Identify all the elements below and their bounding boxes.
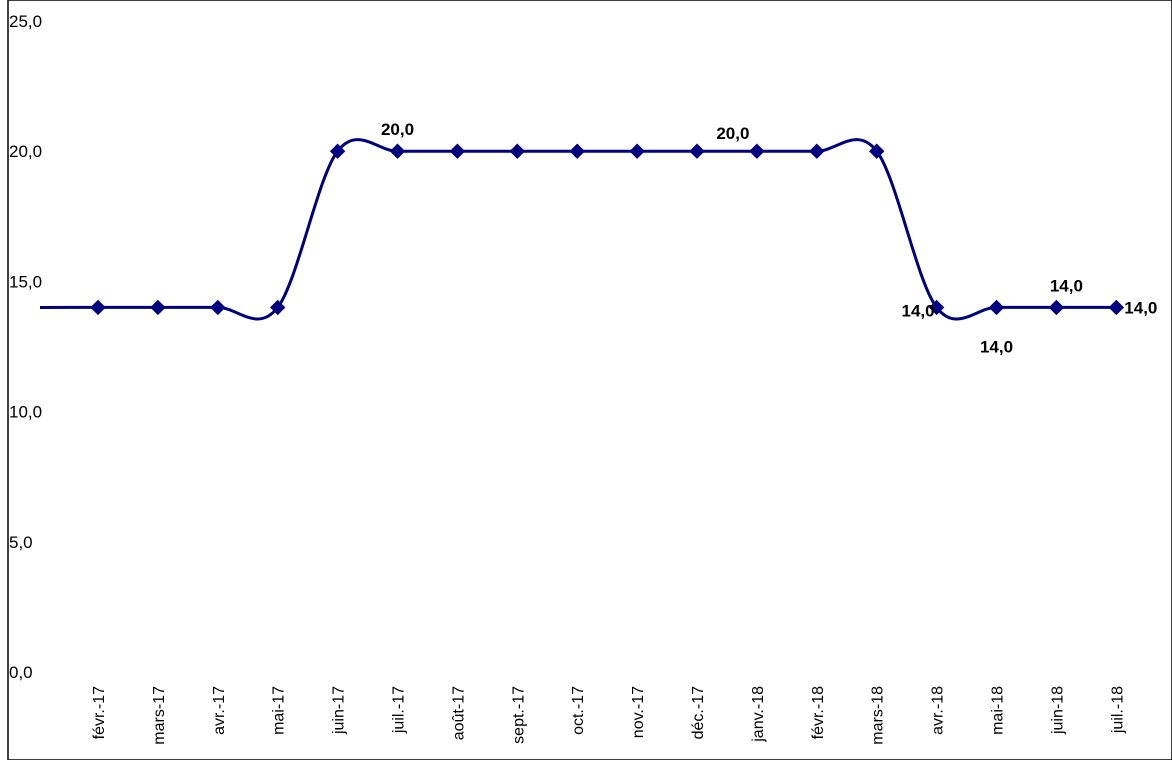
x-tick-label: juin-17 <box>331 686 348 735</box>
data-point-marker <box>90 299 106 316</box>
data-point-marker <box>449 143 466 159</box>
x-tick-label: mai-17 <box>271 686 288 735</box>
data-point-marker <box>210 299 226 316</box>
y-tick-label: 0,0 <box>9 663 33 682</box>
data-point-marker <box>569 143 585 159</box>
data-label: 14,0 <box>902 301 935 320</box>
data-point-marker <box>1108 299 1125 316</box>
data-point-marker <box>150 299 166 316</box>
data-point-marker <box>629 143 645 159</box>
x-tick-label: déc.-17 <box>690 686 707 739</box>
x-tick-label: mars-18 <box>870 686 887 745</box>
x-axis-ticks: févr.-17 mars-17 avr.-17 mai-17 juin-17 juil.… <box>91 686 1126 745</box>
y-tick-label: 5,0 <box>9 533 33 552</box>
y-tick-label: 25,0 <box>9 12 42 31</box>
x-tick-label: août-17 <box>450 686 467 740</box>
x-tick-label: oct.-17 <box>570 686 587 735</box>
y-tick-label: 20,0 <box>9 142 42 161</box>
data-point-marker <box>269 299 286 316</box>
y-tick-label: 15,0 <box>9 272 42 291</box>
data-point-marker <box>809 143 825 159</box>
data-point-marker <box>868 143 885 159</box>
x-tick-label: mai-18 <box>990 686 1007 735</box>
x-tick-label: févr.-18 <box>810 686 827 739</box>
x-tick-label: avr.-17 <box>211 686 228 735</box>
x-tick-label: sept.-17 <box>510 686 527 744</box>
data-point-marker <box>329 143 346 159</box>
x-tick-label: juin-18 <box>1049 686 1066 735</box>
data-point-marker <box>1048 299 1065 316</box>
data-point-marker <box>928 299 945 316</box>
x-tick-label: juil.-17 <box>391 686 408 734</box>
x-tick-label: juil.-18 <box>1109 686 1126 734</box>
x-tick-label: avr.-18 <box>930 686 947 735</box>
data-label: 20,0 <box>381 120 414 139</box>
data-point-marker <box>749 143 765 159</box>
x-tick-label: mars-17 <box>151 686 168 745</box>
data-point-marker <box>689 143 705 159</box>
data-label: 14,0 <box>1050 276 1083 295</box>
x-tick-label: janv.-18 <box>750 686 767 743</box>
data-point-marker <box>509 143 526 159</box>
plot-area <box>7 0 1172 760</box>
series-markers <box>90 143 1125 316</box>
data-label: 20,0 <box>716 124 749 143</box>
x-tick-label: févr.-17 <box>91 686 108 739</box>
data-point-marker <box>988 299 1005 316</box>
data-labels: 20,0 20,0 14,0 14,0 14,0 14,0 <box>381 120 1157 356</box>
data-label: 14,0 <box>980 337 1013 356</box>
x-tick-label: nov.-17 <box>630 686 647 738</box>
y-axis-ticks: 0,0 5,0 10,0 15,0 20,0 25,0 <box>9 12 42 682</box>
y-tick-label: 10,0 <box>9 403 42 422</box>
data-label: 14,0 <box>1124 298 1157 317</box>
data-point-marker <box>389 143 406 159</box>
